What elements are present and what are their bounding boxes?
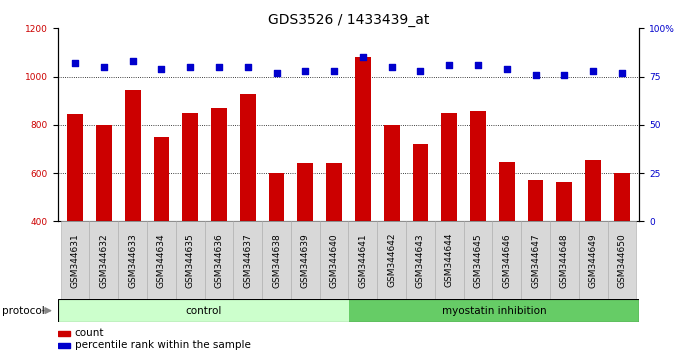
Bar xyxy=(614,173,630,221)
Text: GSM344640: GSM344640 xyxy=(330,233,339,287)
Text: GSM344647: GSM344647 xyxy=(531,233,540,287)
Bar xyxy=(124,90,141,221)
FancyBboxPatch shape xyxy=(579,221,607,299)
Bar xyxy=(499,162,515,221)
Bar xyxy=(182,113,198,221)
FancyBboxPatch shape xyxy=(550,221,579,299)
Bar xyxy=(297,164,313,221)
Text: count: count xyxy=(75,329,104,338)
Point xyxy=(588,68,598,74)
Text: GSM344634: GSM344634 xyxy=(157,233,166,287)
Text: myostatin inhibition: myostatin inhibition xyxy=(441,306,546,316)
Point xyxy=(242,64,253,70)
Bar xyxy=(58,331,70,336)
Bar xyxy=(556,182,573,221)
Text: GSM344646: GSM344646 xyxy=(503,233,511,287)
Text: GSM344639: GSM344639 xyxy=(301,233,310,288)
Point xyxy=(386,64,397,70)
Text: control: control xyxy=(185,306,221,316)
Point xyxy=(559,72,570,78)
Bar xyxy=(355,57,371,221)
Point xyxy=(358,55,369,60)
Point xyxy=(127,58,138,64)
FancyBboxPatch shape xyxy=(607,221,636,299)
Point xyxy=(185,64,196,70)
FancyBboxPatch shape xyxy=(176,221,205,299)
Text: GSM344648: GSM344648 xyxy=(560,233,569,287)
Point xyxy=(530,72,541,78)
Point xyxy=(501,66,512,72)
Text: GSM344631: GSM344631 xyxy=(71,233,80,288)
Bar xyxy=(67,114,83,221)
Bar xyxy=(413,144,428,221)
FancyBboxPatch shape xyxy=(61,221,90,299)
FancyBboxPatch shape xyxy=(233,221,262,299)
Title: GDS3526 / 1433439_at: GDS3526 / 1433439_at xyxy=(268,13,429,27)
FancyBboxPatch shape xyxy=(435,221,464,299)
Point xyxy=(271,70,282,75)
FancyBboxPatch shape xyxy=(90,221,118,299)
Text: GSM344636: GSM344636 xyxy=(214,233,224,288)
FancyBboxPatch shape xyxy=(464,221,492,299)
Text: GSM344650: GSM344650 xyxy=(617,233,626,288)
Text: protocol: protocol xyxy=(2,306,45,316)
Text: GSM344637: GSM344637 xyxy=(243,233,252,288)
Point xyxy=(99,64,109,70)
FancyBboxPatch shape xyxy=(377,221,406,299)
Bar xyxy=(211,108,227,221)
Text: GSM344644: GSM344644 xyxy=(445,233,454,287)
Bar xyxy=(348,299,639,322)
Bar xyxy=(154,137,169,221)
Bar xyxy=(326,164,342,221)
Text: GSM344638: GSM344638 xyxy=(272,233,281,288)
Bar xyxy=(441,113,457,221)
Text: GSM344645: GSM344645 xyxy=(473,233,483,287)
Point xyxy=(69,60,80,66)
Point xyxy=(300,68,311,74)
FancyBboxPatch shape xyxy=(262,221,291,299)
Text: percentile rank within the sample: percentile rank within the sample xyxy=(75,340,251,350)
FancyBboxPatch shape xyxy=(406,221,435,299)
Text: GSM344635: GSM344635 xyxy=(186,233,194,288)
FancyBboxPatch shape xyxy=(492,221,521,299)
FancyBboxPatch shape xyxy=(118,221,147,299)
Text: GSM344643: GSM344643 xyxy=(416,233,425,287)
FancyBboxPatch shape xyxy=(205,221,233,299)
Point xyxy=(156,66,167,72)
Point xyxy=(415,68,426,74)
Text: GSM344642: GSM344642 xyxy=(387,233,396,287)
FancyBboxPatch shape xyxy=(348,221,377,299)
Point xyxy=(617,70,628,75)
Text: GSM344649: GSM344649 xyxy=(589,233,598,287)
Bar xyxy=(58,343,70,348)
Text: GSM344641: GSM344641 xyxy=(358,233,367,287)
FancyBboxPatch shape xyxy=(320,221,348,299)
Point xyxy=(444,62,455,68)
Bar xyxy=(240,94,256,221)
Point xyxy=(214,64,224,70)
Point xyxy=(328,68,339,74)
Bar xyxy=(470,111,486,221)
Bar xyxy=(384,125,400,221)
Point xyxy=(473,62,483,68)
Bar xyxy=(585,160,601,221)
FancyBboxPatch shape xyxy=(147,221,176,299)
Bar xyxy=(96,125,112,221)
Bar xyxy=(269,173,284,221)
Bar xyxy=(58,299,348,322)
Bar xyxy=(528,180,543,221)
FancyBboxPatch shape xyxy=(521,221,550,299)
Text: GSM344633: GSM344633 xyxy=(128,233,137,288)
FancyBboxPatch shape xyxy=(291,221,320,299)
Text: GSM344632: GSM344632 xyxy=(99,233,108,287)
